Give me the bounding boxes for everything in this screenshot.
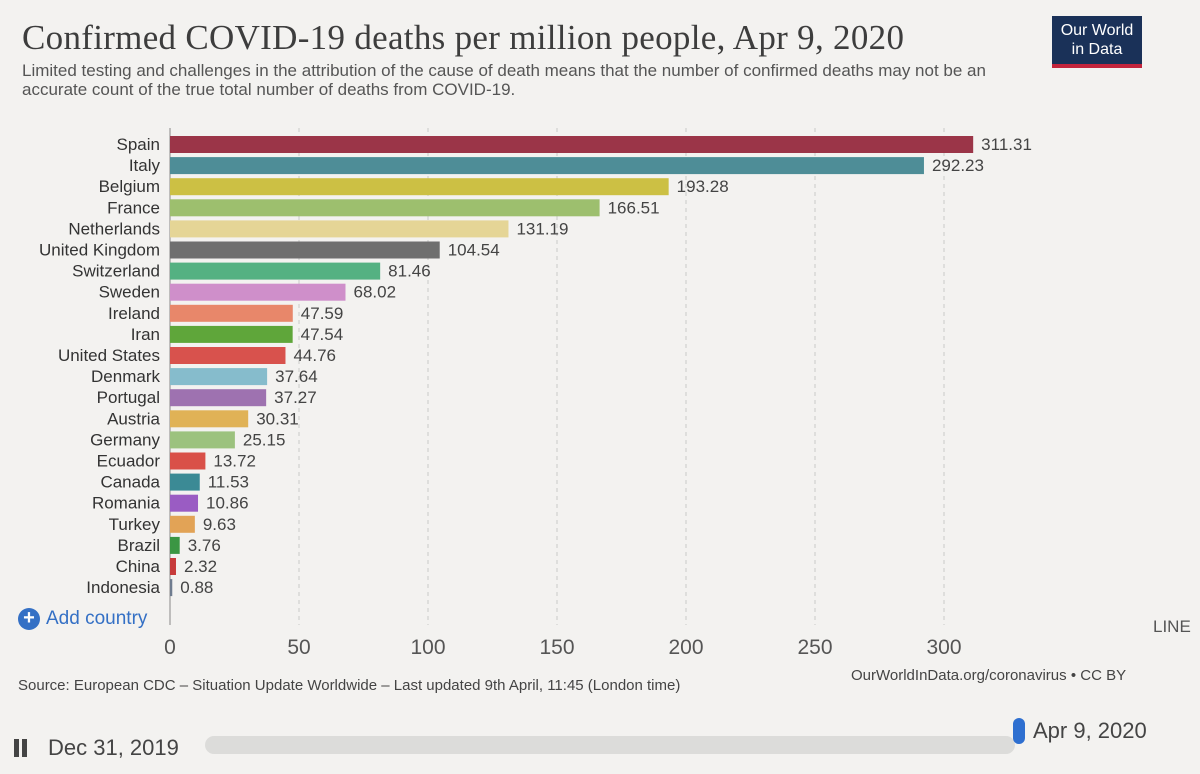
bar [170, 389, 267, 407]
source-note: Source: European CDC – Situation Update … [18, 677, 681, 694]
x-tick-label: 250 [797, 636, 832, 659]
plus-icon: + [18, 608, 40, 630]
value-label: 13.72 [213, 452, 256, 471]
value-label: 81.46 [388, 262, 431, 281]
timeline-end-date: Apr 9, 2020 [1033, 718, 1147, 743]
value-label: 68.02 [353, 283, 396, 302]
category-label: Iran [131, 325, 160, 344]
bar [170, 515, 195, 533]
bar [170, 283, 346, 301]
category-label: Switzerland [72, 262, 160, 281]
bar [170, 452, 206, 470]
category-label: Austria [107, 409, 160, 428]
category-label: Brazil [117, 536, 160, 555]
x-tick-label: 0 [164, 636, 176, 659]
value-label: 311.31 [981, 135, 1032, 154]
value-label: 0.88 [180, 578, 213, 597]
x-tick-label: 100 [410, 636, 445, 659]
category-label: Belgium [99, 177, 160, 196]
value-label: 9.63 [203, 515, 236, 534]
category-label: China [116, 557, 161, 576]
value-label: 3.76 [188, 536, 221, 555]
timeline-track[interactable] [205, 736, 1015, 754]
chart-title: Confirmed COVID-19 deaths per million pe… [22, 18, 905, 57]
value-label: 37.27 [274, 388, 317, 407]
logo-line1: Our World [1060, 22, 1134, 39]
bar [170, 220, 509, 238]
value-label: 44.76 [293, 346, 336, 365]
credit-link[interactable]: OurWorldInData.org/coronavirus • CC BY [851, 667, 1127, 684]
category-label: Romania [92, 494, 161, 513]
owid-logo[interactable]: Our World in Data [1052, 16, 1142, 68]
bar [170, 368, 268, 386]
value-label: 30.31 [256, 409, 299, 428]
category-label: United Kingdom [39, 241, 160, 260]
x-tick-label: 300 [926, 636, 961, 659]
bar [170, 410, 249, 428]
value-label: 11.53 [208, 473, 249, 492]
value-label: 131.19 [516, 219, 568, 238]
category-label: Canada [100, 473, 160, 492]
x-tick-label: 150 [539, 636, 574, 659]
bar-chart: 0 50 100 150 200 250 300 Spain 311.31 Italy 292.23… [39, 128, 1032, 659]
chart-subtitle: Limited testing and challenges in the at… [22, 61, 986, 99]
bar [170, 473, 200, 491]
category-label: Sweden [99, 283, 160, 302]
value-label: 25.15 [243, 430, 286, 449]
pause-icon[interactable] [14, 739, 28, 757]
x-tick-label: 200 [668, 636, 703, 659]
bar [170, 558, 176, 575]
value-label: 10.86 [206, 494, 249, 513]
category-label: Italy [129, 156, 161, 175]
category-label: Netherlands [68, 219, 160, 238]
category-label: Spain [117, 135, 160, 154]
tab-line[interactable]: LINE [1153, 617, 1191, 636]
value-label: 37.64 [275, 367, 318, 386]
bar [170, 136, 974, 153]
value-label: 166.51 [608, 198, 660, 217]
category-label: Ecuador [97, 452, 161, 471]
bar [170, 431, 235, 449]
add-country-label: Add country [46, 608, 148, 629]
value-label: 47.54 [301, 325, 344, 344]
bar [170, 579, 173, 597]
logo-line2: in Data [1071, 41, 1123, 58]
bar [170, 304, 293, 322]
category-label: United States [58, 346, 160, 365]
bar [170, 325, 293, 343]
timeline-start-date: Dec 31, 2019 [48, 735, 179, 760]
value-label: 104.54 [448, 241, 500, 260]
bar [170, 262, 381, 280]
value-label: 292.23 [932, 156, 984, 175]
category-label: France [107, 198, 160, 217]
add-country-button[interactable]: + Add country [18, 608, 147, 630]
category-label: Turkey [109, 515, 161, 534]
value-label: 2.32 [184, 557, 217, 576]
x-tick-label: 50 [287, 636, 310, 659]
bar [170, 241, 440, 259]
bar [170, 347, 286, 364]
bar [170, 494, 199, 512]
category-label: Denmark [91, 367, 160, 386]
bar [170, 536, 180, 554]
value-label: 193.28 [677, 177, 729, 196]
category-label: Ireland [108, 304, 160, 323]
category-label: Portugal [97, 388, 160, 407]
category-label: Indonesia [86, 578, 160, 597]
bar [170, 178, 669, 196]
timeline-handle[interactable] [1013, 718, 1025, 744]
bar [170, 157, 924, 175]
value-label: 47.59 [301, 304, 344, 323]
category-label: Germany [90, 430, 160, 449]
bar [170, 199, 600, 217]
